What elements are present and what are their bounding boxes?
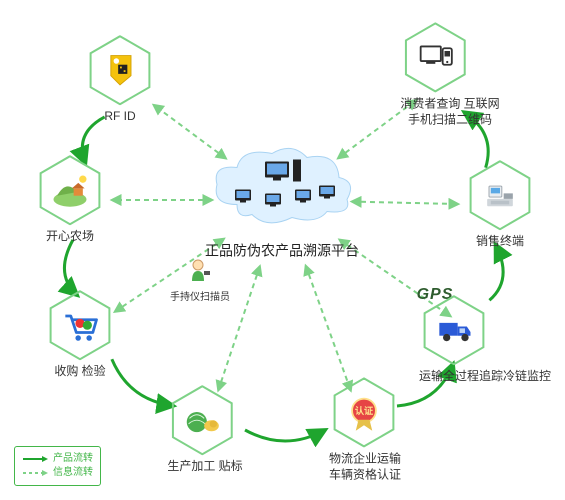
vegetable-icon — [178, 396, 226, 444]
node-label: 收购 检验 — [45, 364, 115, 380]
node-label: 销售终端 — [465, 234, 535, 250]
hexagon — [167, 385, 237, 455]
node-label: 物流企业运输 — [329, 451, 401, 467]
node-label: 开心农场 — [35, 229, 105, 245]
farm-icon — [46, 166, 94, 214]
node-label: 生产加工 贴标 — [167, 459, 242, 475]
node-label: 消费者查询 互联网 — [400, 96, 499, 112]
legend: 产品流转信息流转 — [14, 446, 101, 486]
hexagon — [419, 295, 489, 365]
node-label: RF ID — [85, 109, 155, 125]
node-pos: 销售终端 — [465, 160, 535, 250]
node-cons: 消费者查询 互联网手机扫描二维码 — [400, 22, 499, 127]
hexagon — [465, 160, 535, 230]
truck-icon — [430, 306, 478, 354]
node-trans: 运输全过程追踪冷链监控 — [419, 295, 551, 385]
legend-dash-label: 信息流转 — [53, 466, 93, 480]
node-label: 运输全过程追踪冷链监控 — [419, 369, 551, 385]
scanner-operator: 手持仪扫描员 — [170, 257, 230, 303]
hexagon — [85, 35, 155, 105]
rfid-tag-icon — [96, 46, 144, 94]
hexagon — [45, 290, 115, 360]
legend-solid-label: 产品流转 — [53, 452, 93, 466]
node-cert: 认证物流企业运输车辆资格认证 — [329, 377, 401, 482]
pos-icon — [476, 171, 524, 219]
node-sublabel: 手机扫描二维码 — [400, 112, 499, 128]
devices-icon — [411, 33, 459, 81]
scanner-label: 手持仪扫描员 — [170, 288, 230, 303]
cart-icon — [56, 301, 104, 349]
svg-text:认证: 认证 — [355, 405, 373, 416]
hexagon: 认证 — [329, 377, 399, 447]
node-proc: 生产加工 贴标 — [167, 385, 242, 475]
node-sublabel: 车辆资格认证 — [329, 467, 401, 483]
center-platform: 正品防伪农产品溯源平台 — [205, 140, 359, 261]
node-rfid: RF ID — [85, 35, 155, 125]
node-farm: 开心农场 — [35, 155, 105, 245]
hexagon — [400, 22, 470, 92]
hexagon — [35, 155, 105, 225]
cert-icon: 认证 — [340, 388, 388, 436]
node-buy: 收购 检验 — [45, 290, 115, 380]
